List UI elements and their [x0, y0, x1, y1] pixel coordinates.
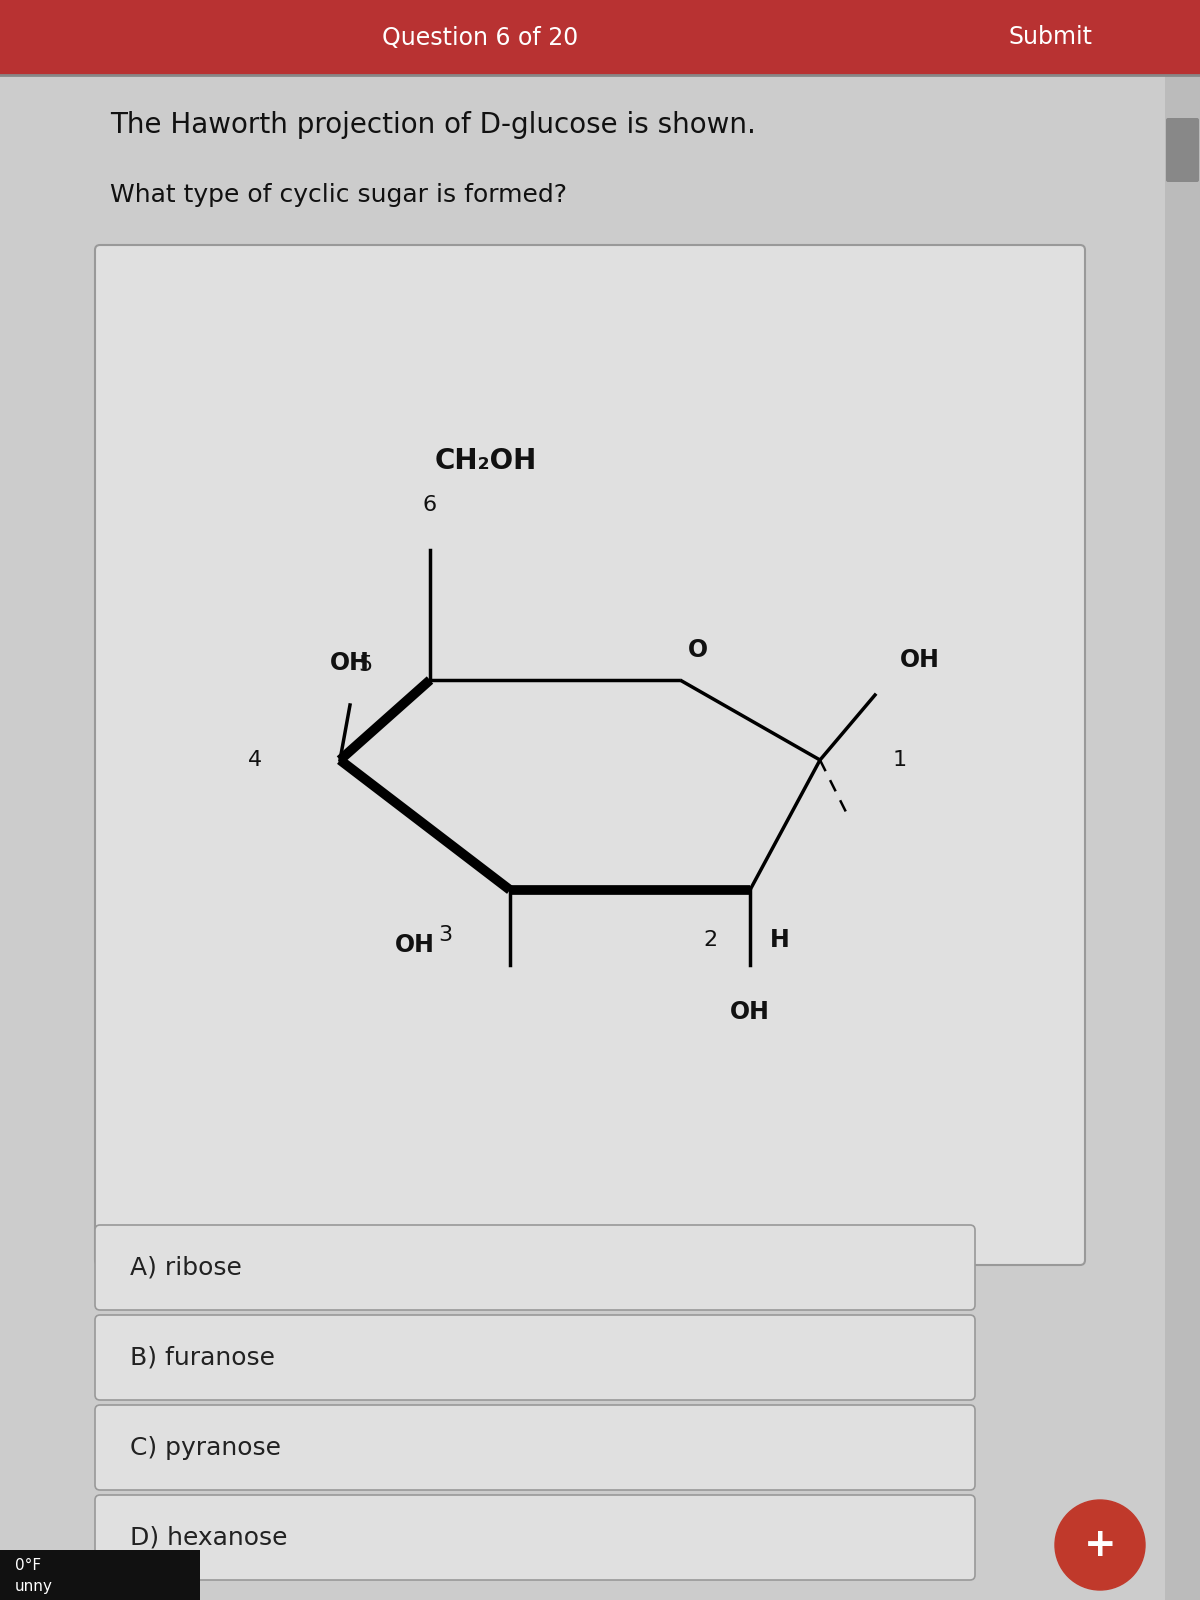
- FancyBboxPatch shape: [95, 1494, 974, 1581]
- Text: +: +: [1084, 1526, 1116, 1565]
- Text: 5: 5: [358, 654, 372, 675]
- Text: OH: OH: [730, 1000, 770, 1024]
- Circle shape: [1055, 1501, 1145, 1590]
- FancyBboxPatch shape: [95, 245, 1085, 1266]
- Text: OH: OH: [395, 933, 436, 957]
- FancyBboxPatch shape: [95, 1315, 974, 1400]
- Text: 0°F: 0°F: [14, 1557, 41, 1573]
- Text: 1: 1: [893, 750, 907, 770]
- Text: OH: OH: [900, 648, 940, 672]
- Text: The Haworth projection of D-glucose is shown.: The Haworth projection of D-glucose is s…: [110, 110, 756, 139]
- FancyBboxPatch shape: [0, 0, 1200, 75]
- Text: unny: unny: [14, 1579, 53, 1595]
- Text: A) ribose: A) ribose: [130, 1256, 242, 1280]
- Text: H: H: [770, 928, 790, 952]
- FancyBboxPatch shape: [1165, 0, 1200, 1600]
- Text: Question 6 of 20: Question 6 of 20: [382, 26, 578, 50]
- Text: 3: 3: [438, 925, 452, 946]
- FancyBboxPatch shape: [0, 1550, 200, 1600]
- FancyBboxPatch shape: [95, 1405, 974, 1490]
- Text: B) furanose: B) furanose: [130, 1346, 275, 1370]
- FancyBboxPatch shape: [95, 1226, 974, 1310]
- Text: Submit: Submit: [1008, 26, 1092, 50]
- FancyBboxPatch shape: [1166, 118, 1199, 182]
- Text: C) pyranose: C) pyranose: [130, 1435, 281, 1459]
- Text: OH: OH: [330, 651, 370, 675]
- Text: D) hexanose: D) hexanose: [130, 1525, 288, 1549]
- Text: What type of cyclic sugar is formed?: What type of cyclic sugar is formed?: [110, 182, 568, 206]
- Text: 2: 2: [703, 930, 718, 950]
- Text: 6: 6: [422, 494, 437, 515]
- Text: O: O: [688, 638, 708, 662]
- Text: 4: 4: [248, 750, 262, 770]
- Text: CH₂OH: CH₂OH: [436, 446, 538, 475]
